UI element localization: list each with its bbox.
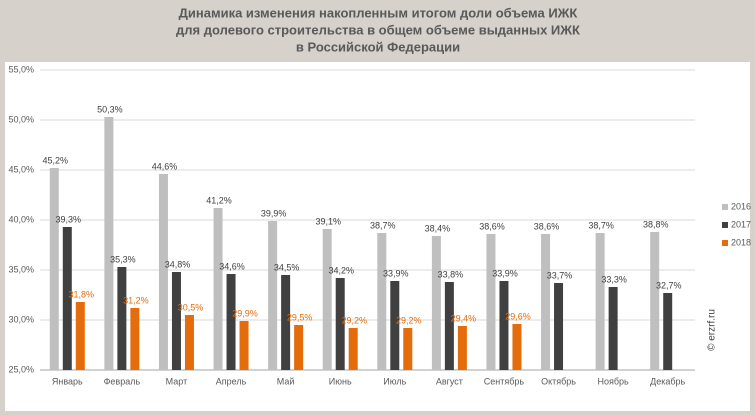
data-label: 38,8% xyxy=(643,219,669,229)
bar xyxy=(294,325,304,370)
data-label: 44,6% xyxy=(152,161,178,171)
x-tick-label: Август xyxy=(436,376,463,386)
bar xyxy=(486,234,496,370)
bar xyxy=(213,208,223,370)
x-tick-label: Декабрь xyxy=(650,376,685,386)
bar xyxy=(512,324,522,370)
chart-title: Динамика изменения накопленным итогом до… xyxy=(179,5,578,20)
data-label: 33,9% xyxy=(383,268,409,278)
bar xyxy=(390,281,400,370)
legend-swatch xyxy=(722,204,728,210)
x-tick-label: Май xyxy=(277,376,295,386)
data-label: 29,6% xyxy=(505,311,531,321)
bar xyxy=(650,232,660,370)
bar xyxy=(499,281,509,370)
x-tick-label: Февраль xyxy=(104,376,141,386)
data-label: 33,9% xyxy=(492,268,518,278)
bar xyxy=(117,267,127,370)
bar xyxy=(239,321,249,370)
data-label: 31,8% xyxy=(69,289,95,299)
data-label: 32,7% xyxy=(656,280,682,290)
data-label: 33,3% xyxy=(601,274,627,284)
bar xyxy=(184,315,194,370)
data-label: 50,3% xyxy=(97,104,123,114)
y-tick-label: 25,0% xyxy=(8,364,34,374)
data-label: 29,9% xyxy=(232,308,258,318)
data-label: 45,2% xyxy=(43,155,69,165)
chart-title: для долевого строительства в общем объем… xyxy=(176,22,580,37)
bar xyxy=(130,308,140,370)
data-label: 39,3% xyxy=(56,214,82,224)
data-label: 38,6% xyxy=(479,221,505,231)
bar xyxy=(444,282,454,370)
bar xyxy=(377,233,387,370)
chart-title: в Российской Федерации xyxy=(296,39,460,54)
x-tick-label: Март xyxy=(166,376,188,386)
x-tick-label: Июнь xyxy=(329,376,352,386)
x-tick-label: Июль xyxy=(383,376,406,386)
y-tick-label: 40,0% xyxy=(8,214,34,224)
x-tick-label: Апрель xyxy=(216,376,247,386)
y-tick-label: 35,0% xyxy=(8,264,34,274)
data-label: 29,2% xyxy=(396,315,422,325)
x-tick-label: Ноябрь xyxy=(598,376,630,386)
bar xyxy=(322,229,332,370)
data-label: 31,2% xyxy=(123,295,149,305)
data-label: 39,1% xyxy=(315,216,341,226)
watermark: © erzrf.ru xyxy=(707,309,718,351)
x-tick-label: Сентябрь xyxy=(484,376,525,386)
bar xyxy=(554,283,564,370)
data-label: 30,5% xyxy=(178,302,204,312)
data-label: 35,3% xyxy=(110,254,136,264)
bar xyxy=(49,168,59,370)
data-label: 38,7% xyxy=(588,220,614,230)
y-tick-label: 30,0% xyxy=(8,314,34,324)
data-label: 38,4% xyxy=(425,223,451,233)
bar xyxy=(663,293,673,370)
bar xyxy=(75,302,85,370)
bar xyxy=(268,221,278,370)
data-label: 33,8% xyxy=(438,269,464,279)
x-tick-label: Январь xyxy=(52,376,83,386)
data-label: 34,5% xyxy=(274,262,300,272)
bar xyxy=(457,326,467,370)
bar xyxy=(541,234,551,370)
data-label: 38,6% xyxy=(534,221,560,231)
legend-label: 2016 xyxy=(731,201,751,211)
bar xyxy=(226,274,236,370)
legend-swatch xyxy=(722,240,728,246)
bar xyxy=(171,272,181,370)
y-tick-label: 50,0% xyxy=(8,114,34,124)
bar xyxy=(608,287,618,370)
bar xyxy=(431,236,441,370)
y-tick-label: 45,0% xyxy=(8,164,34,174)
bar xyxy=(104,117,114,370)
data-label: 34,2% xyxy=(328,265,354,275)
bar xyxy=(403,328,413,370)
data-label: 39,9% xyxy=(261,208,287,218)
data-label: 38,7% xyxy=(370,220,396,230)
bar xyxy=(335,278,345,370)
data-label: 41,2% xyxy=(206,195,232,205)
bar xyxy=(62,227,72,370)
data-label: 33,7% xyxy=(547,270,573,280)
bar xyxy=(595,233,605,370)
data-label: 29,4% xyxy=(451,313,477,323)
data-label: 29,5% xyxy=(287,312,313,322)
data-label: 34,6% xyxy=(219,261,245,271)
y-tick-label: 55,0% xyxy=(8,64,34,74)
data-label: 34,8% xyxy=(165,259,191,269)
legend-swatch xyxy=(722,222,728,228)
bar xyxy=(348,328,358,370)
data-label: 29,2% xyxy=(341,315,367,325)
legend-label: 2018 xyxy=(731,237,751,247)
bar xyxy=(158,174,168,370)
legend-label: 2017 xyxy=(731,219,751,229)
bar xyxy=(281,275,291,370)
x-tick-label: Октябрь xyxy=(541,376,576,386)
